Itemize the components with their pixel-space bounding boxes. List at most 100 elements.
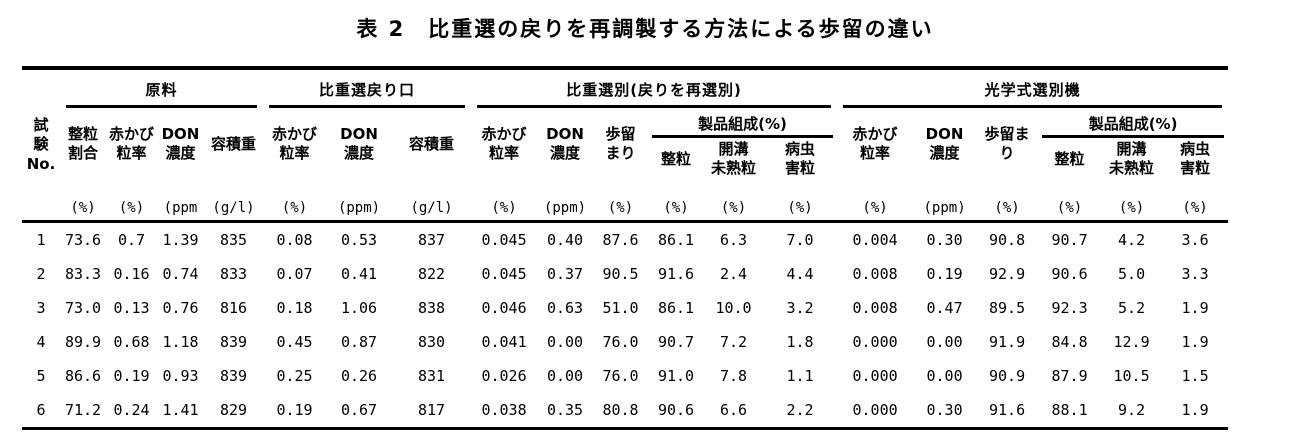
table-cell: 5 [36, 367, 46, 385]
table-cell: 84.8 [1051, 333, 1088, 351]
table-cell: 7.8 [719, 367, 748, 385]
unit-cell: (%) [837, 180, 914, 223]
table-cell: 9.2 [1118, 401, 1146, 419]
table-cell: 80.8 [602, 401, 639, 419]
table-cell: 835 [219, 231, 248, 249]
unit-cell: (ppm) [537, 180, 594, 223]
table-cell: 4.4 [786, 265, 814, 283]
table-cell: 73.6 [64, 231, 102, 249]
table-row: 3 73.0 0.13 0.76 816 0.18 1.06 838 0.046… [22, 291, 1228, 325]
table-cell: 0.00 [926, 367, 963, 385]
table-cell: 0.35 [546, 401, 584, 419]
col-scab-grain-rate: 赤かび 粒率 [272, 125, 318, 162]
subgroup-product-composition: 製品組成(%) [648, 108, 837, 138]
table-cell: 83.3 [64, 265, 102, 283]
table-cell: 1.9 [1181, 401, 1209, 419]
col-scab-grain-rate: 赤かび 粒率 [481, 125, 527, 162]
col-pest-damaged: 病虫 害粒 [785, 140, 816, 177]
table-cell: 4.2 [1118, 231, 1146, 249]
table-cell: 0.25 [276, 367, 313, 385]
table-cell: 91.9 [989, 333, 1026, 351]
table-caption: 表 2 比重選の戻りを再調製する方法による歩留の違い [356, 17, 934, 41]
table-cell: 0.026 [481, 367, 527, 385]
table-cell: 90.9 [989, 367, 1026, 385]
table-cell: 91.0 [657, 367, 695, 385]
group-header-row: 試 験 No. 原料 比重選戻り口 比重選別(戻りを再選別) 光学式選別機 [22, 68, 1228, 223]
table-cell: 91.6 [657, 265, 695, 283]
table-cell: 837 [417, 231, 446, 249]
table-row: 6 71.2 0.24 1.41 829 0.19 0.67 817 0.038… [22, 393, 1228, 429]
table-cell: 7.2 [719, 333, 748, 351]
unit-cell: (%) [1038, 180, 1102, 223]
col-don-concentration: DON 濃度 [546, 125, 584, 162]
table-cell: 89.9 [64, 333, 102, 351]
unit-cell: (g/l) [392, 180, 472, 223]
table-cell: 0.41 [340, 265, 378, 283]
table-cell: 838 [417, 299, 446, 317]
units-row: (%) (%) (ppm (g/l) (%) (ppm) (g/l) (%) (… [22, 180, 1229, 223]
table-cell: 73.0 [64, 299, 102, 317]
table-cell: 0.87 [340, 333, 378, 351]
table-cell: 0.93 [162, 367, 199, 385]
unit-cell: (%) [263, 180, 327, 223]
table-cell: 816 [219, 299, 248, 317]
table-cell: 0.046 [481, 299, 527, 317]
table-cell: 6.6 [719, 401, 748, 419]
table-cell: 0.37 [546, 265, 584, 283]
table-cell: 92.9 [989, 265, 1026, 283]
table-cell: 1.9 [1181, 333, 1209, 351]
subgroup-header-row: 整粒 割合 赤かび 粒率 DON 濃度 容積重 赤かび 粒率 DON 濃度 容積… [22, 108, 1228, 162]
table-cell: 90.7 [657, 333, 695, 351]
table-cell: 87.9 [1051, 367, 1088, 385]
unit-cell: (%) [471, 180, 538, 223]
unit-cell: (g/l) [204, 180, 264, 223]
unit-cell: (ppm) [326, 180, 393, 223]
table-cell: 2.2 [786, 401, 814, 419]
col-test-weight: 容積重 [211, 134, 257, 153]
table-cell: 822 [417, 265, 446, 283]
table-cell: 1.39 [162, 231, 199, 249]
table-cell: 0.30 [926, 231, 963, 249]
unit-cell: (%) [106, 180, 157, 223]
col-don-concentration: DON 濃度 [340, 125, 378, 162]
table-cell: 2 [36, 265, 46, 283]
table-cell: 0.00 [546, 367, 584, 385]
table-row: 1 73.6 0.7 1.39 835 0.08 0.53 837 0.045 … [22, 222, 1228, 258]
table-cell: 0.038 [481, 401, 527, 419]
table-cell: 10.5 [1113, 367, 1150, 385]
table-cell: 71.2 [64, 401, 102, 419]
table-cell: 0.008 [852, 265, 898, 283]
group-header-raw-material: 原料 [60, 68, 263, 108]
table-row: 5 86.6 0.19 0.93 839 0.25 0.26 831 0.026… [22, 359, 1228, 393]
table-cell: 51.0 [602, 299, 639, 317]
table-cell: 0.16 [113, 265, 150, 283]
unit-cell: (ppm) [913, 180, 977, 223]
col-test-weight: 容積重 [409, 134, 455, 153]
col-don-concentration: DON 濃度 [161, 125, 200, 162]
table-cell: 90.5 [602, 265, 639, 283]
table-cell: 0.008 [852, 299, 898, 317]
table-cell: 3.6 [1181, 231, 1209, 249]
table-cell: 0.47 [926, 299, 963, 317]
table-cell: 0.07 [276, 265, 313, 283]
group-header-gravity-return-port: 比重選戻り口 [263, 68, 471, 108]
table-cell: 0.26 [340, 367, 378, 385]
table-cell: 833 [219, 265, 248, 283]
table-cell: 0.19 [926, 265, 963, 283]
table-cell: 3.2 [786, 299, 814, 317]
col-scab-grain-rate: 赤かび 粒率 [108, 125, 154, 162]
table-cell: 0.041 [481, 333, 527, 351]
table-cell: 6 [36, 401, 46, 419]
table-cell: 86.1 [657, 231, 695, 249]
table-cell: 0.63 [546, 299, 584, 317]
table-cell: 1.06 [340, 299, 378, 317]
unit-cell: (%) [704, 180, 764, 223]
table-cell: 5.2 [1118, 299, 1146, 317]
col-whole-grain: 整粒 [1054, 149, 1085, 168]
table-cell: 0.004 [852, 231, 898, 249]
table-cell: 86.6 [64, 367, 102, 385]
unit-cell: (%) [976, 180, 1039, 223]
unit-cell: (ppm [157, 180, 204, 223]
table-cell: 0.000 [852, 401, 898, 419]
table-cell: 1.9 [1181, 299, 1209, 317]
